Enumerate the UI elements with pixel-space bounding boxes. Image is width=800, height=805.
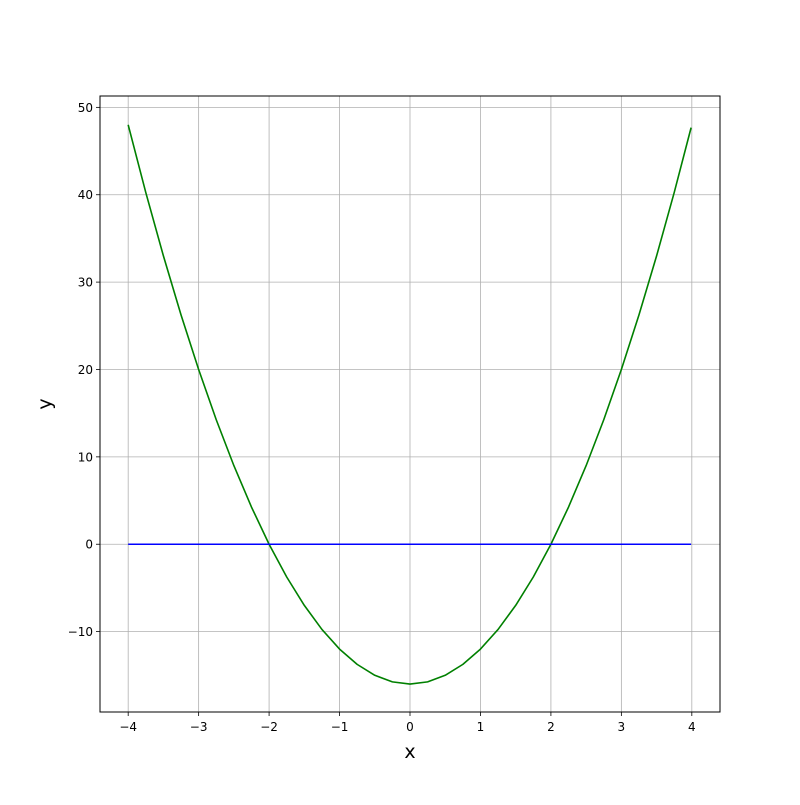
y-tick-label: 50 [78,101,93,115]
y-ticks: −10 0 10 20 30 40 50 [68,101,100,639]
x-tick-label: −2 [260,720,278,734]
x-tick-label: 1 [477,720,485,734]
y-tick-label: 20 [78,363,93,377]
series-group [127,124,692,685]
y-tick-label: 0 [85,538,93,552]
x-axis-label: x [404,741,415,763]
x-tick-label: 3 [618,720,626,734]
grid [100,96,720,712]
y-tick-label: 30 [78,276,93,290]
x-tick-label: 0 [406,720,414,734]
x-tick-label: −1 [331,720,349,734]
y-tick-label: −10 [68,625,93,639]
y-tick-label: 40 [78,188,93,202]
x-tick-label: 2 [547,720,555,734]
y-axis-label: y [34,398,56,409]
series-line-0 [127,124,692,685]
x-tick-label: −4 [119,720,137,734]
x-ticks: −4 −3 −2 −1 0 1 2 3 4 [119,712,696,734]
x-tick-label: −3 [190,720,208,734]
y-tick-label: 10 [78,450,93,464]
x-tick-label: 4 [688,720,696,734]
